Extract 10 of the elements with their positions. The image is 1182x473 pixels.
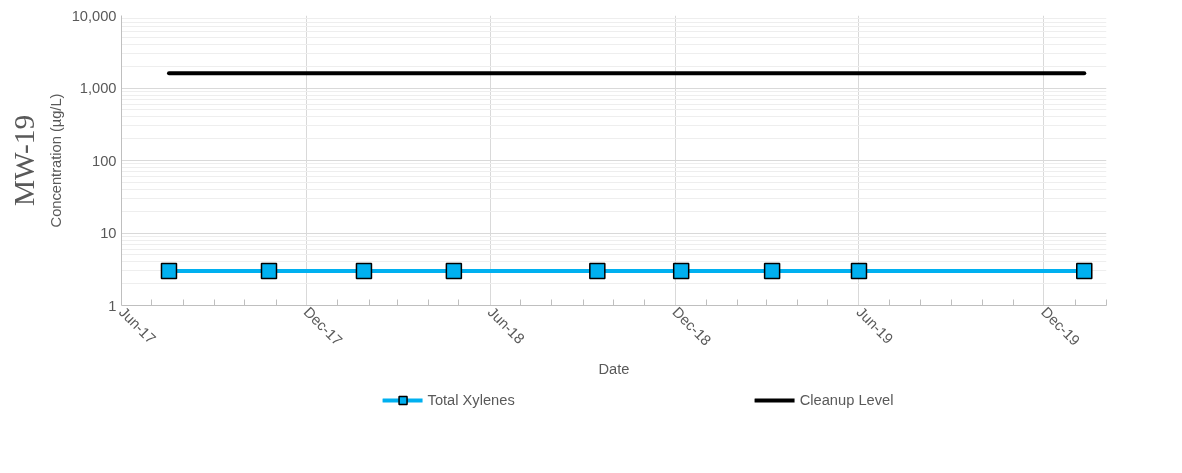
text: MW-19 (7, 114, 40, 207)
y-tick-label: 10 (100, 225, 117, 241)
y-tick-label: 1,000 (79, 80, 117, 96)
legend-label: Total Xylenes (427, 392, 515, 408)
y-axis-title: Concentration (µg/L) (47, 93, 64, 228)
y-tick-label: 1 (108, 297, 117, 314)
y-tick-label: 100 (92, 152, 117, 169)
x-axis-title: Date (598, 361, 630, 378)
y-tick-label: 10,000 (71, 7, 117, 24)
legend-label: Cleanup Level (799, 392, 894, 408)
